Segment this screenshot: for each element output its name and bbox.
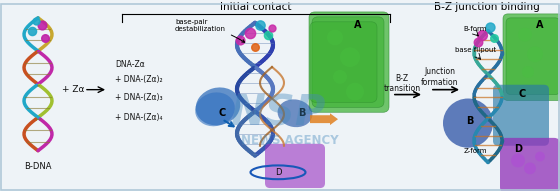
FancyBboxPatch shape <box>500 138 560 191</box>
Point <box>478 33 487 36</box>
Point <box>250 46 259 49</box>
FancyBboxPatch shape <box>310 22 377 102</box>
Point <box>27 29 36 32</box>
Circle shape <box>535 152 545 161</box>
Ellipse shape <box>195 87 240 125</box>
Point <box>489 36 498 39</box>
Text: Junction
formation: Junction formation <box>421 67 459 87</box>
Text: Initial contact: Initial contact <box>220 2 292 12</box>
FancyBboxPatch shape <box>506 18 560 95</box>
Text: B-Z
transition: B-Z transition <box>384 74 421 93</box>
Circle shape <box>524 163 536 174</box>
Circle shape <box>522 66 534 78</box>
Point <box>38 23 46 26</box>
Ellipse shape <box>443 99 493 148</box>
FancyBboxPatch shape <box>503 14 560 100</box>
Circle shape <box>333 70 347 84</box>
Text: B-Z junction binding: B-Z junction binding <box>434 2 540 12</box>
Text: D: D <box>514 144 522 154</box>
FancyBboxPatch shape <box>312 17 384 107</box>
Point <box>255 23 264 26</box>
Circle shape <box>518 28 532 41</box>
FancyBboxPatch shape <box>265 144 325 188</box>
Text: NSP: NSP <box>230 92 326 134</box>
Circle shape <box>327 30 343 45</box>
FancyArrow shape <box>310 113 338 125</box>
Point <box>268 26 277 29</box>
Text: A: A <box>354 20 362 30</box>
Point <box>474 41 483 44</box>
Point <box>31 19 40 22</box>
Circle shape <box>527 46 543 62</box>
Text: + DNA-(Zα)₂: + DNA-(Zα)₂ <box>115 75 162 84</box>
Text: B-form: B-form <box>463 26 487 32</box>
Text: base flipout: base flipout <box>455 47 496 53</box>
Text: Z-form: Z-form <box>464 148 488 154</box>
Text: + Zα: + Zα <box>62 85 85 94</box>
Text: B: B <box>298 108 306 118</box>
FancyBboxPatch shape <box>493 85 549 146</box>
Circle shape <box>511 154 525 167</box>
Text: base-pair
destabilization: base-pair destabilization <box>175 19 245 42</box>
Text: B-DNA: B-DNA <box>24 163 52 172</box>
Ellipse shape <box>278 99 312 127</box>
Text: DNA-Zα: DNA-Zα <box>115 60 144 69</box>
Text: A: A <box>536 20 544 30</box>
Text: + DNA-(Zα)₄: + DNA-(Zα)₄ <box>115 113 162 122</box>
Ellipse shape <box>195 92 235 126</box>
Text: B: B <box>466 116 474 126</box>
Text: D: D <box>275 168 281 177</box>
Point <box>486 25 494 28</box>
Point <box>236 39 245 42</box>
FancyBboxPatch shape <box>309 12 389 112</box>
Point <box>245 31 254 34</box>
Point <box>40 36 49 39</box>
Circle shape <box>340 47 360 67</box>
Circle shape <box>346 83 364 100</box>
Text: C: C <box>218 108 226 118</box>
Text: C: C <box>519 89 526 99</box>
Text: + DNA-(Zα)₃: + DNA-(Zα)₃ <box>115 93 162 102</box>
Point <box>264 33 273 36</box>
Text: NEWS AGENCY: NEWS AGENCY <box>241 134 339 147</box>
